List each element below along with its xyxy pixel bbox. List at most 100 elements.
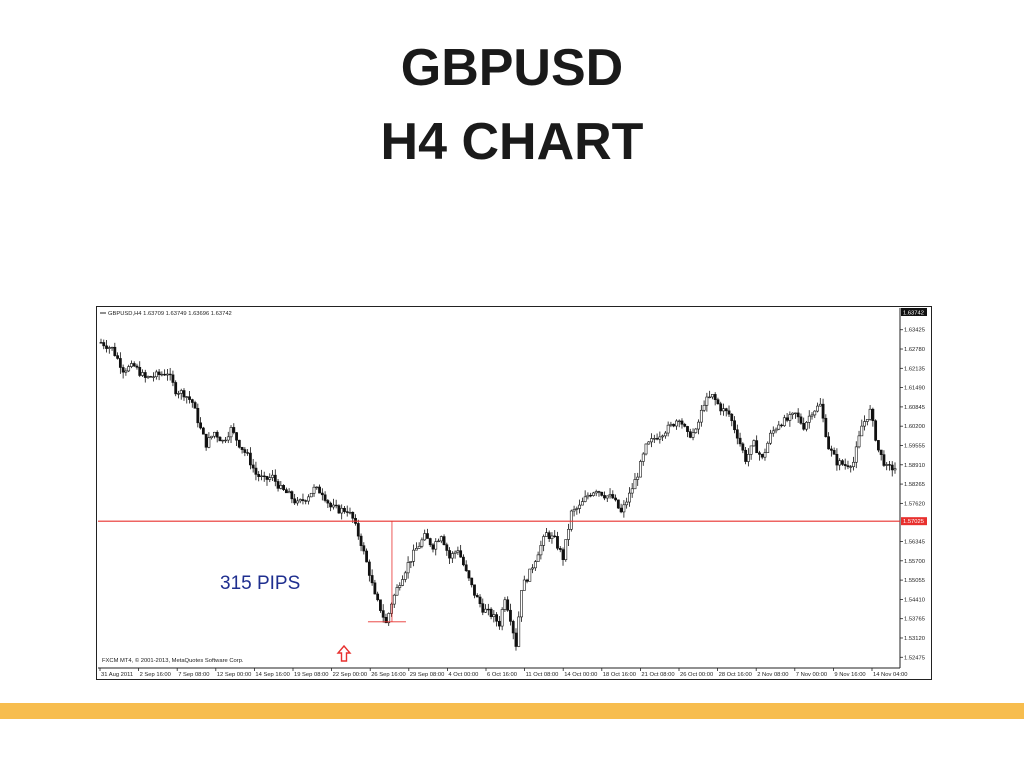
candle-body: [533, 561, 537, 569]
candle-body: [605, 495, 609, 499]
candle-body: [406, 562, 410, 574]
x-tick-label: 28 Oct 16:00: [719, 672, 752, 678]
candle-body: [857, 435, 861, 448]
chart-header: GBPUSD,H4 1.63709 1.63749 1.63696 1.6374…: [108, 311, 232, 317]
candle-body: [489, 608, 493, 617]
candle-body: [871, 408, 875, 422]
candle-body: [190, 399, 194, 403]
candle-body: [556, 536, 559, 549]
pips-annotation: 315 PIPS: [220, 573, 300, 594]
candle-body: [497, 620, 501, 627]
candle-body: [824, 417, 828, 438]
candle-body: [810, 414, 814, 417]
candle-body: [210, 435, 214, 438]
candle-body: [569, 510, 573, 530]
candle-body: [713, 394, 717, 400]
candle-body: [774, 428, 778, 432]
candle-body: [182, 390, 186, 398]
candle-body: [246, 452, 250, 454]
candle-body: [296, 500, 299, 504]
candle-body: [575, 508, 579, 510]
candle-body: [719, 403, 723, 412]
candle-body: [417, 545, 421, 549]
candle-body: [816, 405, 819, 412]
candle-body: [893, 468, 897, 471]
candle-body: [116, 355, 119, 359]
candle-body: [663, 432, 667, 437]
candle-body: [885, 464, 889, 466]
candle-body: [630, 488, 634, 494]
candle-body: [492, 614, 496, 617]
candle-body: [791, 412, 795, 415]
candle-body: [686, 426, 689, 432]
x-tick-label: 14 Oct 00:00: [564, 672, 597, 678]
x-tick-label: 22 Sep 00:00: [333, 672, 368, 678]
candle-body: [248, 452, 252, 466]
candle-body: [697, 421, 700, 430]
candle-body: [262, 475, 266, 477]
candle-body: [356, 523, 360, 537]
candle-body: [99, 342, 103, 344]
candle-body: [309, 492, 313, 498]
candle-body: [658, 436, 662, 440]
candle-body: [431, 544, 435, 550]
candle-body: [127, 366, 131, 372]
candle-body: [517, 616, 521, 647]
candle-body: [506, 599, 510, 611]
candle-body: [780, 424, 783, 427]
candle-body: [608, 494, 612, 497]
candle-body: [805, 422, 808, 430]
candle-body: [165, 373, 169, 376]
candle-body: [276, 481, 280, 489]
candle-body: [462, 556, 465, 566]
candle-body: [652, 438, 656, 440]
candle-body: [459, 550, 463, 558]
candle-body: [218, 436, 222, 442]
x-tick-label: 14 Sep 16:00: [255, 672, 290, 678]
y-tick-label: 1.60845: [904, 405, 925, 411]
candle-body: [619, 507, 623, 513]
candle-body: [564, 539, 568, 560]
x-tick-label: 6 Oct 16:00: [487, 672, 517, 678]
candle-body: [636, 476, 640, 480]
candle-body: [102, 342, 106, 347]
candle-body: [486, 608, 490, 611]
candle-body: [827, 436, 831, 450]
candle-body: [542, 536, 546, 546]
candle-body: [271, 474, 274, 478]
x-tick-label: 11 Oct 08:00: [526, 672, 559, 678]
candle-body: [777, 424, 781, 430]
candle-body: [113, 346, 117, 356]
candle-body: [865, 419, 869, 422]
candle-body: [716, 399, 720, 405]
candle-body: [362, 545, 366, 552]
y-tick-label: 1.62135: [904, 366, 925, 372]
candle-body: [531, 567, 534, 570]
candle-body: [315, 486, 319, 489]
candle-body: [699, 409, 703, 423]
candle-body: [622, 504, 626, 513]
candle-body: [467, 570, 471, 579]
candle-body: [766, 442, 770, 453]
candle-body: [351, 511, 355, 519]
candle-body: [818, 403, 822, 407]
current-price-label: 1.63742: [903, 311, 924, 317]
candle-body: [426, 533, 429, 539]
candle-body: [304, 500, 308, 502]
candle-body: [273, 474, 277, 482]
candle-body: [235, 432, 238, 441]
candle-body: [437, 540, 440, 543]
candle-body: [340, 507, 344, 514]
candle-body: [841, 460, 844, 465]
candle-body: [185, 396, 189, 398]
candle-body: [592, 492, 595, 496]
candle-body: [553, 535, 557, 538]
candle-body: [705, 396, 709, 406]
candle-body: [232, 427, 236, 433]
y-tick-label: 1.55055: [904, 578, 925, 584]
candle-body: [138, 367, 142, 376]
candle-body: [370, 575, 374, 584]
candle-body: [771, 430, 775, 434]
candle-body: [597, 491, 601, 493]
candle-body: [312, 486, 316, 494]
